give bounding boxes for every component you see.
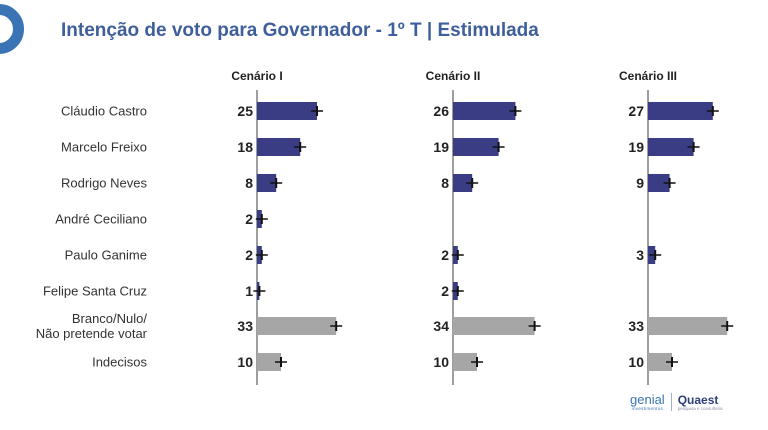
panel-title: Cenário II [426,69,481,83]
bar-value-label: 10 [628,354,644,370]
bar [257,317,337,335]
bar-value-label: 27 [628,103,644,119]
bar-value-label: 2 [441,247,449,263]
bar-value-label: 2 [245,211,253,227]
bar-value-label: 33 [237,318,253,334]
bar-value-label: 25 [237,103,253,119]
category-label: Branco/Nulo/Não pretende votar [36,311,148,341]
panel-title: Cenário III [619,69,677,83]
bar-value-label: 19 [628,139,644,155]
bar [648,174,670,192]
bar [257,102,317,120]
category-label: Rodrigo Neves [61,176,147,191]
panel-title: Cenário I [231,69,282,83]
bar [453,138,499,156]
bar-value-label: 8 [245,175,253,191]
bar-value-label: 8 [441,175,449,191]
category-label: Paulo Ganime [65,248,147,263]
bar-value-label: 10 [237,354,253,370]
bar [453,102,516,120]
corner-logo [0,4,24,54]
bar-value-label: 3 [636,247,644,263]
quaest-logo-subtext: pesquisa e consultoria [677,405,723,411]
page-title: Intenção de voto para Governador - 1º T … [61,20,539,41]
bar [648,138,694,156]
bar-value-label: 9 [636,175,644,191]
bar-value-label: 19 [433,139,449,155]
footer-logos: genial investimentos Quaest pesquisa e c… [630,393,722,411]
bar [648,353,672,371]
category-label: Marcelo Freixo [61,140,147,155]
bar [257,174,277,192]
category-label: Felipe Santa Cruz [43,284,147,299]
bar [453,174,473,192]
category-label: André Ceciliano [55,212,147,227]
bar-value-label: 10 [433,354,449,370]
bar-value-label: 33 [628,318,644,334]
genial-logo-text: genial [630,392,665,407]
bar-value-label: 2 [245,247,253,263]
genial-logo-subtext: investimentos [631,406,664,411]
bar [257,353,281,371]
bar [257,138,301,156]
bar-value-label: 1 [245,283,253,299]
category-label: Cláudio Castro [61,104,147,119]
bar-value-label: 2 [441,283,449,299]
quaest-logo-text: Quaest [677,392,719,407]
logo-separator [670,393,672,411]
bar-value-label: 26 [433,103,449,119]
genial-logo: genial investimentos [630,393,665,411]
bar [648,102,713,120]
quaest-logo: Quaest pesquisa e consultoria [678,394,723,411]
bar [453,353,477,371]
category-label: Indecisos [92,355,147,370]
bar-value-label: 18 [237,139,253,155]
bar [453,317,535,335]
bar-value-label: 34 [433,318,449,334]
bar [648,317,728,335]
